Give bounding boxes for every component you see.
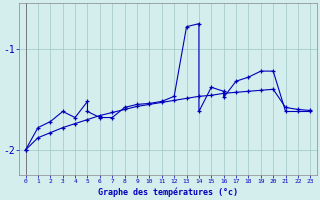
X-axis label: Graphe des températures (°c): Graphe des températures (°c) <box>98 187 238 197</box>
